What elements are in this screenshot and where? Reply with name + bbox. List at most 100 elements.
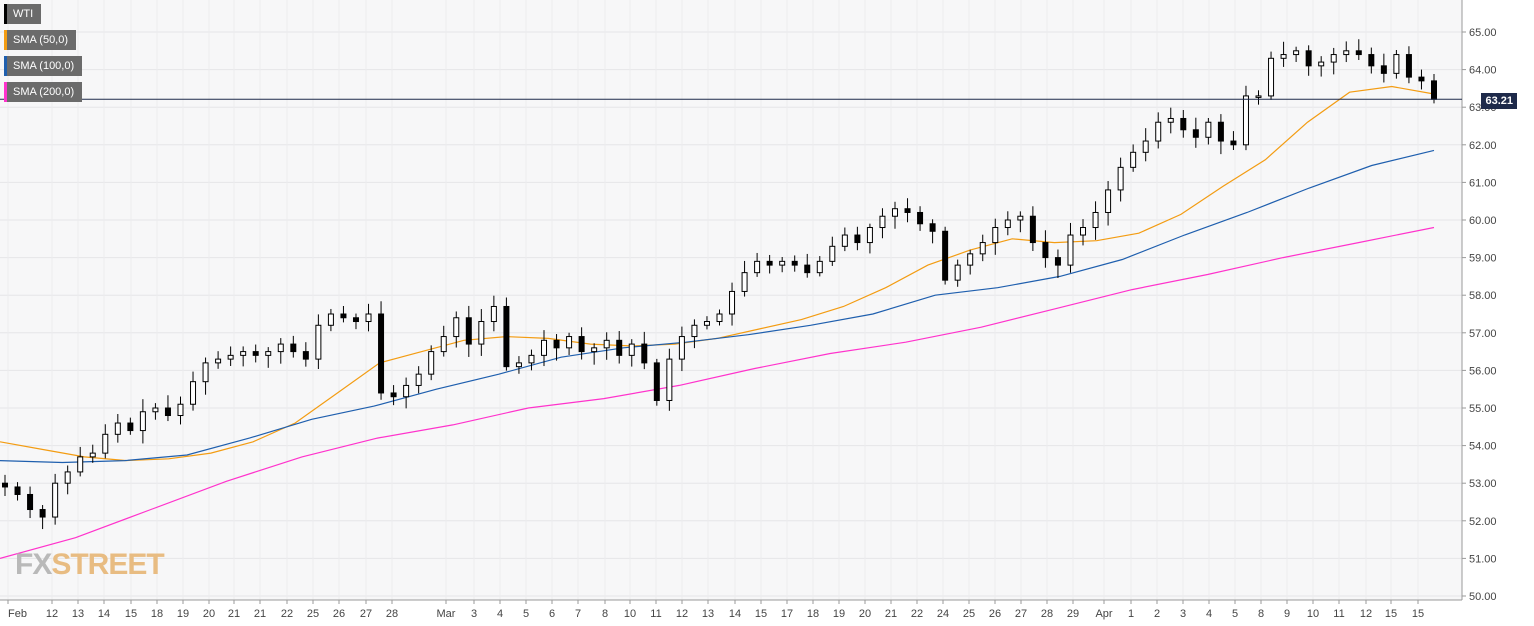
- candle-body-up: [415, 373, 422, 386]
- candle: [215, 351, 222, 369]
- candle-body-down: [1180, 117, 1187, 131]
- x-tick-label: Feb: [8, 608, 27, 620]
- candle: [967, 249, 974, 275]
- candle: [1217, 114, 1224, 155]
- candle: [816, 256, 823, 277]
- candle-body-up: [490, 305, 497, 323]
- candle: [804, 253, 811, 278]
- candle-body-up: [591, 347, 598, 353]
- logo-street-text: STREET: [51, 548, 164, 581]
- candle: [453, 311, 460, 348]
- candle-body-down: [1368, 54, 1375, 67]
- candle: [1067, 222, 1074, 273]
- candle: [1192, 117, 1199, 148]
- x-tick-label: 11: [1333, 608, 1344, 620]
- candle-body-up: [1080, 227, 1087, 236]
- candle-body-up: [967, 253, 974, 266]
- candle-body-up: [190, 381, 197, 405]
- candle-body-down: [2, 482, 8, 488]
- candle: [791, 255, 798, 272]
- candle: [917, 206, 924, 231]
- candle-body-up: [703, 321, 710, 326]
- y-tick-label: 55.00: [1469, 403, 1497, 415]
- candle: [1418, 69, 1425, 90]
- candle-body-down: [340, 313, 347, 319]
- y-tick-label: 53.00: [1469, 478, 1497, 490]
- candle: [403, 377, 410, 409]
- candle: [653, 358, 660, 406]
- candle-body-up: [202, 362, 209, 383]
- x-tick-label: 1: [1128, 608, 1134, 620]
- candle: [1167, 107, 1174, 134]
- candle-body-up: [979, 242, 986, 255]
- candle-body-up: [1293, 50, 1300, 56]
- candle: [528, 349, 535, 371]
- candle: [64, 465, 71, 495]
- legend-item-sma-50[interactable]: SMA (50,0): [4, 30, 77, 50]
- candle-body-up: [428, 351, 435, 375]
- legend-swatch: [4, 56, 7, 76]
- legend-item-sma-200[interactable]: SMA (200,0): [4, 82, 83, 102]
- candle-body-up: [666, 358, 673, 401]
- candle: [954, 259, 961, 287]
- candle: [1092, 201, 1099, 240]
- candle-body-up: [691, 324, 698, 338]
- candle: [1017, 211, 1024, 233]
- candle: [879, 208, 886, 239]
- x-tick-label: 4: [497, 608, 503, 620]
- x-tick-label: 19: [833, 608, 845, 620]
- candle: [578, 327, 585, 360]
- candle: [52, 473, 59, 525]
- candle-body-up: [1142, 140, 1149, 153]
- candle: [478, 309, 485, 356]
- candle: [666, 348, 673, 411]
- candle: [1343, 41, 1350, 63]
- candle-body-up: [992, 227, 999, 244]
- x-tick-label: 18: [807, 608, 819, 620]
- candle-body-up: [478, 321, 485, 345]
- candle: [1280, 41, 1287, 67]
- y-tick-label: 51.00: [1469, 553, 1497, 565]
- candle: [1029, 206, 1036, 252]
- candle: [1105, 181, 1112, 226]
- current-price-label: 63.21: [1481, 93, 1517, 109]
- candle: [729, 282, 736, 326]
- x-tick-label: Mar: [437, 608, 456, 620]
- x-tick-label: 21: [228, 608, 240, 620]
- candle: [1205, 117, 1212, 145]
- candle-body-up: [716, 313, 723, 323]
- candle-body-up: [1393, 54, 1400, 74]
- y-tick-label: 62.00: [1469, 140, 1497, 152]
- candle-body-up: [1117, 166, 1124, 191]
- candle: [942, 226, 949, 285]
- candle: [904, 198, 911, 223]
- x-tick-label: 11: [650, 608, 661, 620]
- candle: [352, 313, 359, 330]
- candle: [378, 301, 385, 400]
- legend-item-wti[interactable]: WTI: [4, 4, 42, 24]
- candle-body-down: [378, 313, 385, 394]
- candle: [1330, 47, 1337, 75]
- candle-body-up: [277, 343, 284, 353]
- candle: [1293, 46, 1300, 62]
- candle: [265, 347, 272, 368]
- x-tick-label: 20: [859, 608, 871, 620]
- candle-body-down: [854, 234, 861, 244]
- legend-item-sma-100[interactable]: SMA (100,0): [4, 56, 83, 76]
- candle-body-up: [89, 452, 96, 458]
- y-tick-label: 52.00: [1469, 516, 1497, 528]
- candle: [27, 486, 34, 519]
- candle-body-down: [942, 230, 949, 281]
- candle: [716, 309, 723, 326]
- candle: [754, 252, 761, 277]
- candle-body-up: [1004, 219, 1011, 229]
- x-tick-label: 3: [1180, 608, 1186, 620]
- candle-body-up: [754, 260, 761, 274]
- fxstreet-logo: FXSTREET: [15, 548, 165, 582]
- candle-body-down: [791, 260, 798, 266]
- candle-body-down: [1029, 215, 1036, 244]
- candle: [277, 338, 284, 364]
- candle-body-down: [904, 208, 911, 213]
- candle: [854, 226, 861, 251]
- x-tick-label: 3: [471, 608, 477, 620]
